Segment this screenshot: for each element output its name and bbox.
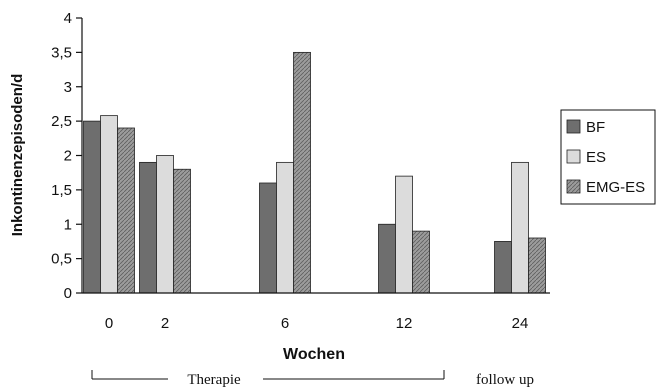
y-tick-label: 2,5 (51, 113, 72, 130)
bar-es-6 (276, 161, 294, 294)
legend-swatch-es (566, 149, 581, 164)
x-tick-label: 6 (281, 315, 289, 332)
follow-up-label: follow up (476, 372, 534, 388)
bar-bf-2 (139, 161, 157, 294)
bar-bf-24 (494, 241, 512, 294)
y-tick-label: 0 (64, 285, 72, 302)
bar-emg-es-0 (117, 127, 135, 294)
bars (83, 51, 546, 294)
bar-bf-12 (378, 223, 396, 294)
bar-emg-es-12 (412, 230, 430, 294)
legend-swatch-bf (566, 119, 581, 134)
y-tick-label: 0,5 (51, 251, 72, 268)
bar-emg-es-6 (293, 51, 311, 294)
x-tick-label: 2 (161, 315, 169, 332)
x-axis: 0 2 6 12 24 (82, 292, 550, 332)
therapy-bracket (91, 370, 445, 380)
y-tick-label: 1,5 (51, 182, 72, 199)
bar-bf-0 (83, 120, 101, 294)
bar-emg-es-24 (528, 237, 546, 294)
legend-label-es: ES (586, 149, 606, 166)
y-axis-title: Inkontinenzepisoden/d (9, 74, 26, 237)
bar-bf-6 (259, 182, 277, 294)
y-tick-label: 3 (64, 79, 72, 96)
y-tick-label: 2 (64, 148, 72, 165)
bar-es-2 (156, 155, 174, 294)
bar-es-0 (100, 115, 118, 294)
legend-swatch-emg-es (566, 179, 581, 194)
y-tick-label: 1 (64, 216, 72, 233)
x-tick-label: 12 (396, 315, 413, 332)
therapy-label: Therapie (187, 372, 241, 388)
x-axis-title: Wochen (283, 346, 345, 363)
bar-es-24 (511, 161, 529, 294)
bar-es-12 (395, 175, 413, 294)
legend-label-emg-es: EMG-ES (586, 179, 645, 196)
legend: BF ES EMG-ES (560, 109, 656, 205)
y-axis: 0 0,5 1 1,5 2 2,5 3 3,5 4 (51, 10, 83, 302)
bar-emg-es-2 (173, 168, 191, 294)
legend-label-bf: BF (586, 119, 605, 136)
y-tick-label: 3,5 (51, 44, 72, 61)
x-tick-label: 0 (105, 315, 113, 332)
x-tick-label: 24 (512, 315, 529, 332)
y-tick-label: 4 (64, 10, 72, 27)
